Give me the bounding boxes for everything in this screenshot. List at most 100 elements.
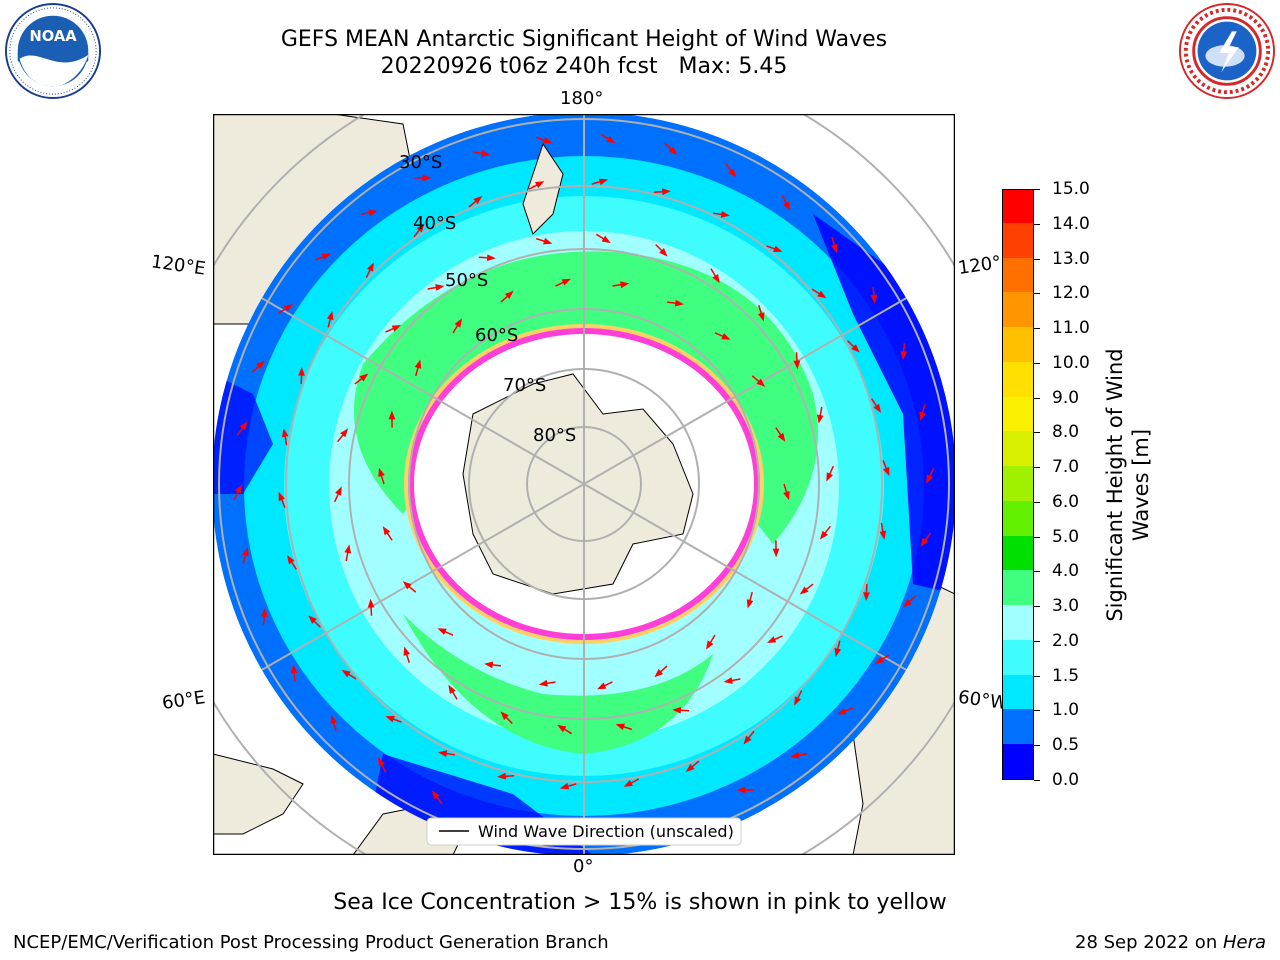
sea-ice-note: Sea Ice Concentration > 15% is shown in … <box>333 890 947 915</box>
wave-height-field <box>213 114 955 855</box>
chart-title: GEFS MEAN Antarctic Significant Height o… <box>280 27 888 52</box>
colorbar-tick <box>1034 223 1040 225</box>
wave-direction-arrowhead <box>335 486 342 496</box>
wave-direction-arrowhead <box>557 724 567 733</box>
wave-direction-arrowhead <box>793 360 801 370</box>
wave-direction-arrowhead <box>875 656 885 664</box>
colorbar-tick <box>1034 536 1040 538</box>
wave-direction-arrowhead <box>486 254 496 262</box>
wave-direction-arrowhead <box>378 467 385 478</box>
colorbar-tick-label: 14.0 <box>1052 213 1090 234</box>
wave-direction-arrowhead <box>659 248 668 257</box>
wave-direction-arrowhead <box>382 526 391 536</box>
lat-label-60s: 60°S <box>475 325 518 346</box>
wave-direction-arrowhead <box>777 432 786 442</box>
wave-direction-arrowhead <box>926 474 934 484</box>
lat-label-30s: 30°S <box>399 152 442 173</box>
colorbar-tick-label: 4.0 <box>1052 561 1080 582</box>
lon-label-60e: 60°E <box>160 687 207 714</box>
wave-direction-arrowhead <box>623 779 633 787</box>
colorbar-segment <box>1003 190 1033 223</box>
wave-direction-arrowhead <box>366 262 374 272</box>
colorbar-segment <box>1003 743 1033 779</box>
wave-direction-arrowhead <box>834 647 842 658</box>
wave-direction-arrowhead <box>756 378 766 387</box>
colorbar-segment <box>1003 604 1033 640</box>
wave-direction-arrowhead <box>723 677 733 684</box>
wave-direction-arrowhead <box>473 196 483 205</box>
colorbar <box>1002 189 1034 780</box>
wave-direction-arrowhead <box>559 782 570 790</box>
wave-direction-arrowhead <box>448 684 456 694</box>
wave-direction-arrowhead <box>783 201 790 211</box>
lon-label-120e: 120°E <box>149 251 207 280</box>
wave-direction-arrowhead <box>504 290 514 300</box>
colorbar-tick-label: 8.0 <box>1052 422 1080 443</box>
colorbar-segment <box>1003 639 1033 675</box>
wave-direction-arrowhead <box>597 682 607 690</box>
wave-direction-arrowhead <box>341 669 351 678</box>
wave-direction-arrowhead <box>816 414 824 424</box>
colorbar-segment <box>1003 291 1033 328</box>
colorbar-tick-label: 1.5 <box>1052 665 1080 686</box>
wave-direction-arrowhead <box>817 290 827 299</box>
wave-direction-arrowhead <box>900 351 908 361</box>
colorbar-tick-label: 7.0 <box>1052 457 1080 478</box>
wave-direction-arrowhead <box>674 299 684 307</box>
wave-direction-arrowhead <box>422 174 432 182</box>
wave-direction-arrowhead <box>242 547 249 557</box>
wave-direction-arrowhead <box>620 281 630 289</box>
wave-direction-arrowhead <box>239 421 248 431</box>
colorbar-tick <box>1034 710 1040 712</box>
colorbar-tick <box>1034 397 1040 399</box>
wave-direction-arrowhead <box>831 243 838 254</box>
colorbar-segment <box>1003 396 1033 432</box>
colorbar-tick <box>1034 467 1040 469</box>
wave-direction-arrowhead <box>757 312 765 322</box>
wave-direction-arrowhead <box>863 592 870 602</box>
colorbar-tick <box>1034 501 1040 503</box>
colorbar-tick-label: 9.0 <box>1052 387 1080 408</box>
wave-direction-arrowhead <box>256 360 265 370</box>
wave-direction-arrowhead <box>416 223 425 233</box>
colorbar-segment <box>1003 569 1033 606</box>
colorbar-tick <box>1034 780 1040 781</box>
lon-label-180: 180° <box>560 88 604 109</box>
wave-direction-arrowhead <box>721 333 731 340</box>
colorbar-tick <box>1034 745 1040 747</box>
wave-direction-arrowhead <box>500 711 509 720</box>
colorbar-segment <box>1003 361 1033 397</box>
colorbar-title: Significant Height of Wind Waves [m] <box>1102 325 1154 645</box>
wave-direction-arrowhead <box>598 178 609 186</box>
wave-direction-arrowhead <box>454 318 463 328</box>
wave-direction-arrowhead <box>385 716 395 723</box>
colorbar-tick <box>1034 258 1040 260</box>
wave-direction-arrowhead <box>414 359 422 369</box>
colorbar-tick-label: 0.5 <box>1052 735 1080 756</box>
producer-credit: NCEP/EMC/Verification Post Processing Pr… <box>13 932 609 953</box>
colorbar-tick <box>1034 189 1040 190</box>
wave-direction-arrowhead <box>712 274 720 284</box>
wave-direction-arrowhead <box>799 586 809 595</box>
wave-direction-arrowhead <box>736 786 746 794</box>
colorbar-tick <box>1034 640 1040 642</box>
wave-direction-arrowhead <box>542 137 553 144</box>
wave-direction-arrowhead <box>234 484 242 494</box>
wave-direction-arrowhead <box>260 607 268 617</box>
colorbar-segment <box>1003 222 1033 258</box>
colorbar-segment <box>1003 430 1033 467</box>
colorbar-tick-label: 11.0 <box>1052 318 1090 339</box>
colorbar-segment <box>1003 326 1033 362</box>
wave-direction-arrowhead <box>662 188 671 196</box>
wave-direction-arrowhead <box>437 628 447 635</box>
colorbar-tick-label: 0.0 <box>1052 770 1080 790</box>
wave-direction-arrowhead <box>298 366 305 376</box>
wave-direction-arrowhead <box>773 245 783 252</box>
wave-direction-arrowhead <box>672 706 682 714</box>
colorbar-segment <box>1003 674 1033 710</box>
wave-direction-arrowhead <box>543 237 553 245</box>
wave-direction-arrowhead <box>378 757 385 767</box>
wave-direction-arrowhead <box>330 714 337 725</box>
credit-date: 28 Sep 2022 on <box>1075 932 1223 953</box>
colorbar-segment <box>1003 465 1033 501</box>
